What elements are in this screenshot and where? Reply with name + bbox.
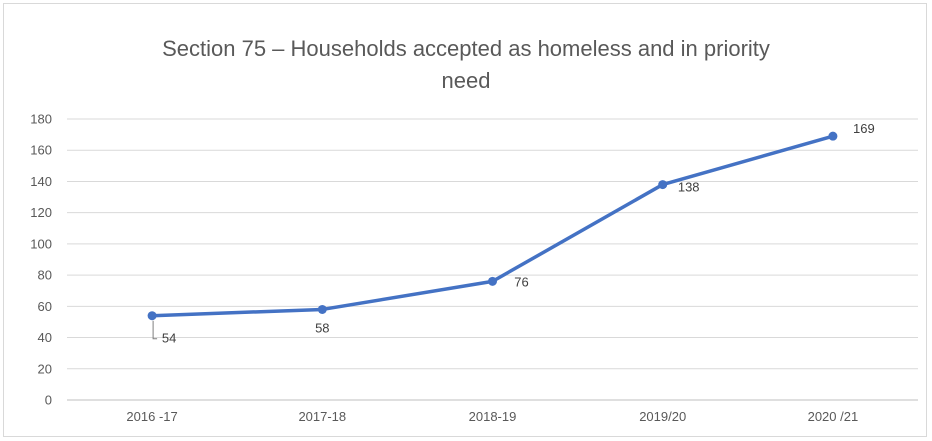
chart-title-line-2: need bbox=[442, 68, 491, 93]
x-tick-label: 2020 /21 bbox=[808, 409, 859, 424]
series-layer bbox=[147, 131, 838, 321]
x-tick-label: 2019/20 bbox=[639, 409, 686, 424]
data-point bbox=[658, 180, 668, 190]
y-tick-label: 20 bbox=[38, 361, 52, 376]
y-tick-label: 100 bbox=[30, 236, 52, 251]
data-labels: 54 58 76 138 169 bbox=[152, 121, 875, 346]
x-tick-label: 2018-19 bbox=[469, 409, 517, 424]
data-point bbox=[488, 276, 497, 286]
chart-frame: Section 75 – Households accepted as home… bbox=[3, 3, 927, 437]
data-label: 138 bbox=[678, 180, 700, 195]
data-label: 169 bbox=[853, 121, 875, 136]
y-tick-label: 160 bbox=[30, 143, 52, 158]
y-tick-label: 120 bbox=[30, 205, 52, 220]
data-label: 76 bbox=[514, 274, 528, 289]
data-point bbox=[147, 311, 157, 321]
gridlines bbox=[67, 118, 918, 401]
x-tick-label: 2017-18 bbox=[298, 409, 346, 424]
y-tick-label: 180 bbox=[30, 112, 52, 127]
y-tick-label: 0 bbox=[45, 393, 52, 408]
data-point bbox=[317, 304, 327, 314]
y-tick-label: 140 bbox=[30, 174, 52, 189]
y-tick-label: 40 bbox=[38, 330, 52, 345]
y-axis-ticks: 0 20 40 60 80 100 120 140 160 180 bbox=[30, 112, 52, 408]
data-label-leader bbox=[152, 320, 158, 340]
y-tick-label: 60 bbox=[38, 299, 52, 314]
y-tick-label: 80 bbox=[38, 268, 52, 283]
chart-title-line-1: Section 75 – Households accepted as home… bbox=[162, 36, 770, 61]
data-point bbox=[828, 131, 838, 141]
data-label: 54 bbox=[162, 331, 176, 346]
x-tick-label: 2016 -17 bbox=[126, 409, 177, 424]
data-label: 58 bbox=[315, 320, 329, 335]
line-chart: Section 75 – Households accepted as home… bbox=[30, 36, 918, 424]
series-line bbox=[150, 134, 835, 318]
x-axis-ticks: 2016 -17 2017-18 2018-19 2019/20 2020 /21 bbox=[126, 409, 858, 424]
